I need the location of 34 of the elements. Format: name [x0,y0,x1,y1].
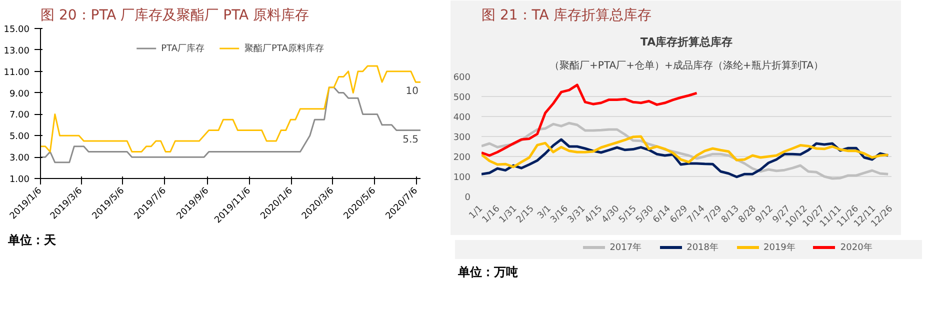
line-series [40,65,420,152]
text: 单位：天 [8,232,56,249]
y-tick-label: 3.00 [9,154,30,164]
y-tick-label: 5.00 [9,132,30,142]
line-series [482,138,890,178]
line-series [482,135,890,168]
y-tick-label: 15.00 [4,25,30,35]
caption: 图 21：TA 库存折算总库存 [482,8,652,24]
chart-title: 图 20：PTA 厂库存及聚酯厂 PTA 原料库存 [40,8,310,24]
y-tick-label: 1.00 [9,175,30,185]
y-tick-label: 11.00 [4,68,30,78]
y-tick-label: 13.00 [4,46,30,56]
chart-title: TA库存折算总库存 [640,36,733,48]
y-tick-label: 9.00 [9,89,30,100]
y-tick-label: 600 [453,73,471,83]
legend-label: 2018年 [686,243,718,253]
legend-label: 聚酯厂PTA原料库存 [244,42,324,54]
line-series [482,84,698,157]
y-tick-label: 7.00 [9,110,30,121]
legend-label: 2020年 [840,243,872,253]
y-tick-label: 400 [453,113,471,123]
text: 单位：万吨 [458,264,518,281]
chart-subtitle: （聚酯厂+PTA厂+仓单）+成品库存（涤纶+瓶片折算到TA） [550,60,824,72]
y-tick-label: 200 [453,153,471,163]
annotation: 10 [406,86,419,98]
y-tick-label: 500 [453,93,471,103]
line-series [40,86,420,164]
legend-label: PTA厂库存 [161,42,204,54]
annotation: 5.5 [402,134,419,146]
y-tick-label: 0 [464,193,471,203]
legend-label: 2017年 [610,243,642,253]
y-tick-label: 300 [453,133,471,143]
legend-label: 2019年 [764,243,796,253]
y-tick-label: 100 [453,173,471,183]
